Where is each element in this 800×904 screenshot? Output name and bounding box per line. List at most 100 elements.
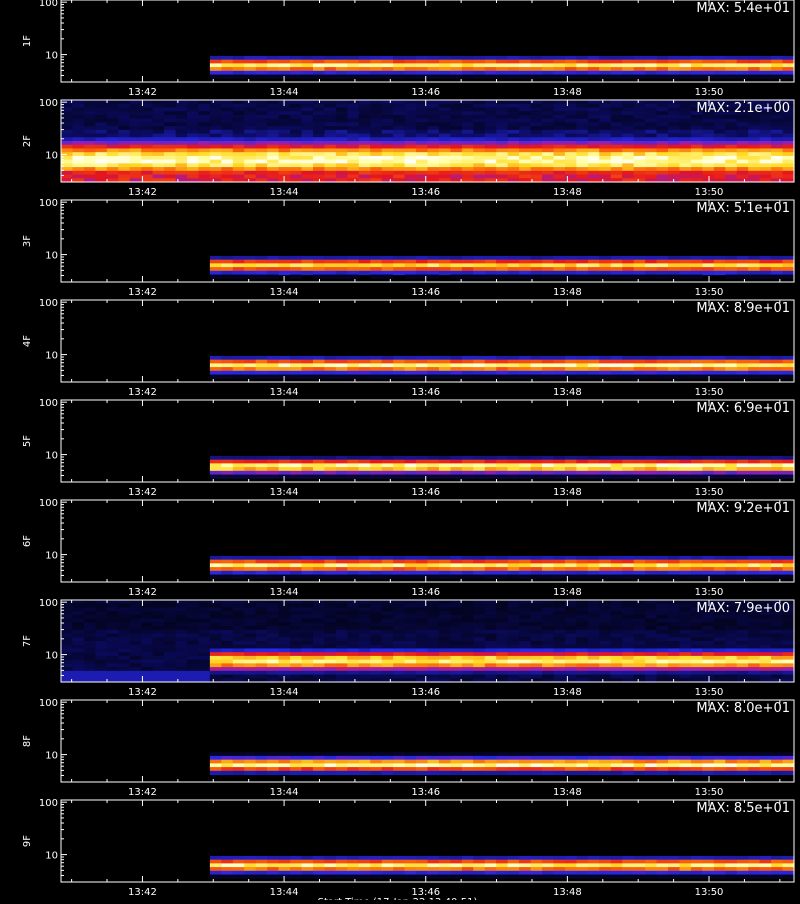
heatmap-cell — [324, 571, 336, 575]
heatmap-cell — [130, 126, 142, 130]
heatmap-cell — [290, 675, 302, 679]
heatmap-cell — [588, 137, 600, 141]
heatmap-cell — [336, 675, 348, 679]
heatmap-cell — [771, 660, 783, 664]
heatmap-cell — [290, 171, 302, 175]
heatmap-cell — [176, 126, 188, 130]
heatmap-cell — [324, 671, 336, 675]
heatmap-cell — [679, 171, 691, 175]
heatmap-cell — [714, 148, 726, 152]
heatmap-cell — [599, 556, 611, 560]
heatmap-cell — [634, 615, 646, 619]
heatmap-cell — [313, 122, 325, 126]
heatmap-cell — [382, 111, 394, 115]
heatmap-cell — [783, 263, 795, 267]
heatmap-cell — [290, 567, 302, 571]
heatmap-cell — [634, 130, 646, 134]
heatmap-cell — [313, 163, 325, 167]
heatmap-cell — [244, 263, 256, 267]
heatmap-cell — [382, 626, 394, 630]
heatmap-cell — [187, 171, 199, 175]
heatmap-cell — [496, 141, 508, 145]
heatmap-cell — [370, 375, 382, 379]
heatmap-cell — [576, 126, 588, 130]
heatmap-cell — [599, 634, 611, 638]
heatmap-cell — [760, 130, 772, 134]
heatmap-cell — [313, 60, 325, 64]
heatmap-cell — [347, 604, 359, 608]
heatmap-cell — [405, 622, 417, 626]
heatmap-cell — [450, 275, 462, 279]
heatmap-cell — [72, 600, 84, 604]
heatmap-cell — [542, 615, 554, 619]
heatmap-cell — [198, 641, 210, 645]
x-tick-label: 13:46 — [411, 587, 440, 598]
heatmap-cell — [359, 641, 371, 645]
heatmap-cell — [359, 119, 371, 123]
heatmap-cell — [405, 667, 417, 671]
heatmap-cell — [290, 134, 302, 138]
heatmap-cell — [244, 467, 256, 471]
heatmap-cell — [428, 563, 440, 567]
heatmap-cell — [462, 571, 474, 575]
heatmap-cell — [393, 119, 405, 123]
heatmap-cell — [256, 630, 268, 634]
heatmap-cell — [244, 60, 256, 64]
heatmap-cell — [783, 471, 795, 475]
heatmap-cell — [313, 604, 325, 608]
heatmap-cell — [324, 641, 336, 645]
heatmap-cell — [72, 104, 84, 108]
heatmap-cell — [622, 256, 634, 260]
heatmap-cell — [576, 275, 588, 279]
heatmap-cell — [485, 641, 497, 645]
heatmap-cell — [439, 563, 451, 567]
heatmap-cell — [473, 600, 485, 604]
heatmap-cell — [714, 363, 726, 367]
heatmap-cell — [370, 60, 382, 64]
heatmap-cell — [576, 463, 588, 467]
heatmap-cell — [324, 356, 336, 360]
heatmap-cell — [290, 656, 302, 660]
heatmap-cell — [748, 667, 760, 671]
heatmap-cell — [657, 456, 669, 460]
heatmap-cell — [748, 137, 760, 141]
heatmap-cell — [176, 645, 188, 649]
heatmap-cell — [290, 122, 302, 126]
heatmap-cell — [244, 611, 256, 615]
heatmap-cell — [336, 663, 348, 667]
heatmap-cell — [244, 771, 256, 775]
heatmap-cell — [519, 75, 531, 79]
heatmap-cell — [313, 641, 325, 645]
heatmap-cell — [611, 630, 623, 634]
heatmap-cell — [141, 615, 153, 619]
heatmap-cell — [576, 119, 588, 123]
heatmap-cell — [336, 611, 348, 615]
heatmap-cell — [324, 375, 336, 379]
heatmap-cell — [783, 126, 795, 130]
heatmap-cell — [244, 275, 256, 279]
heatmap-cell — [405, 641, 417, 645]
heatmap-cell — [347, 611, 359, 615]
heatmap-cell — [324, 367, 336, 371]
heatmap-cell — [565, 671, 577, 675]
heatmap-cell — [439, 471, 451, 475]
heatmap-cell — [176, 148, 188, 152]
heatmap-cell — [405, 656, 417, 660]
heatmap-cell — [634, 571, 646, 575]
heatmap-cell — [725, 634, 737, 638]
heatmap-cell — [645, 575, 657, 579]
heatmap-cell — [233, 634, 245, 638]
heatmap-cell — [599, 656, 611, 660]
heatmap-cell — [668, 607, 680, 611]
heatmap-cell — [668, 152, 680, 156]
heatmap-cell — [141, 663, 153, 667]
heatmap-cell — [657, 119, 669, 123]
heatmap-cell — [176, 619, 188, 623]
heatmap-cell — [760, 71, 772, 75]
heatmap-cell — [462, 763, 474, 767]
heatmap-cell — [645, 104, 657, 108]
heatmap-cell — [267, 122, 279, 126]
heatmap-cell — [748, 456, 760, 460]
heatmap-cell — [118, 134, 130, 138]
heatmap-cell — [679, 275, 691, 279]
